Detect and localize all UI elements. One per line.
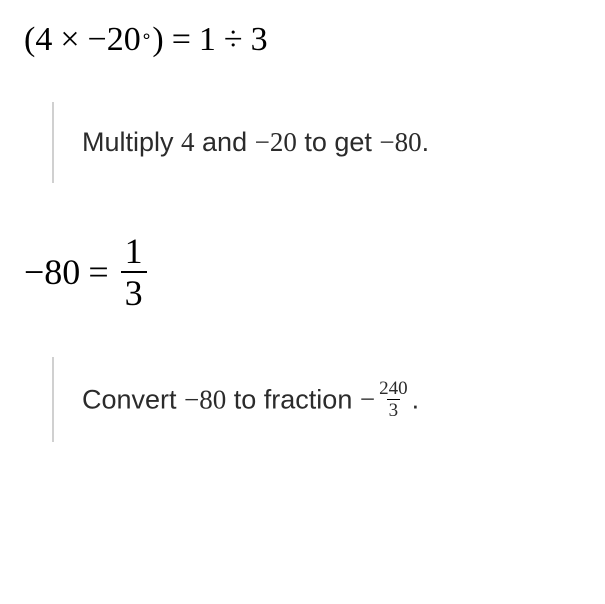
text: to fraction <box>226 384 360 414</box>
text: to get <box>297 127 380 157</box>
equation-line-1: ( 4 × − 20 ∘ ) = 1 ÷ 3 <box>24 18 581 62</box>
math-value: −80 <box>184 384 226 414</box>
text: Multiply <box>82 127 181 157</box>
fraction-small: 2403 <box>377 379 410 420</box>
operand-d: 3 <box>251 18 268 62</box>
degree-symbol: ∘ <box>141 25 153 49</box>
divide-operator: ÷ <box>224 18 243 62</box>
math-value: 4 <box>181 127 195 157</box>
text: Convert <box>82 384 184 414</box>
fraction-numerator: 240 <box>377 379 410 399</box>
equation-line-2: −80 = 1 3 <box>24 233 581 311</box>
equals-operator: = <box>88 251 108 293</box>
explanation-step-2: Convert −80 to fraction −2403. <box>52 357 581 442</box>
math-value: −80 <box>379 127 421 157</box>
text: . <box>422 127 430 157</box>
text: . <box>412 384 420 414</box>
fraction-denominator: 3 <box>387 399 401 420</box>
neg-sign: − <box>360 381 375 417</box>
rparen: ) <box>152 18 163 62</box>
fraction: 1 3 <box>121 233 147 311</box>
fraction-denominator: 3 <box>121 271 147 311</box>
operand-a: 4 <box>35 18 52 62</box>
fraction-neg-wrap: −2403 <box>360 379 412 420</box>
math-value: −20 <box>255 127 297 157</box>
operand-c: 1 <box>199 18 216 62</box>
neg-sign: − <box>88 18 107 62</box>
lhs-value: −80 <box>24 251 80 293</box>
equals-operator: = <box>172 18 191 62</box>
explanation-step-1: Multiply 4 and −20 to get −80. <box>52 102 581 182</box>
text: and <box>195 127 255 157</box>
times-operator: × <box>60 18 79 62</box>
operand-b: 20 <box>107 18 141 62</box>
lparen: ( <box>24 18 35 62</box>
fraction-numerator: 1 <box>121 233 147 271</box>
